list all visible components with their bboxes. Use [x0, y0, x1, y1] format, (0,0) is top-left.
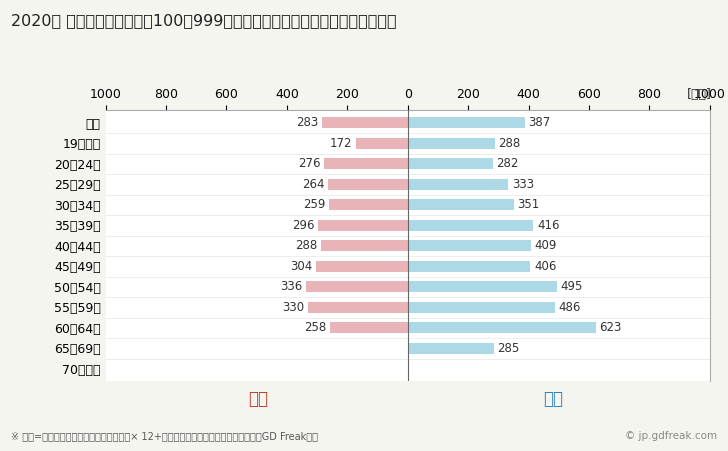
Text: © jp.gdfreak.com: © jp.gdfreak.com: [625, 431, 717, 441]
Bar: [323, 117, 408, 129]
Text: 264: 264: [302, 178, 324, 191]
Text: 409: 409: [535, 239, 557, 252]
Text: 304: 304: [290, 260, 312, 273]
Text: [万円]: [万円]: [687, 88, 712, 101]
Text: 258: 258: [304, 321, 326, 334]
Text: 2020年 民間企業（従業者数100～999人）フルタイム労働者の男女別平均年収: 2020年 民間企業（従業者数100～999人）フルタイム労働者の男女別平均年収: [11, 14, 397, 28]
Bar: [408, 240, 531, 252]
Text: 男性: 男性: [543, 390, 563, 408]
Text: 女性: 女性: [248, 390, 269, 408]
Bar: [408, 179, 508, 190]
Bar: [328, 179, 408, 190]
Text: ※ 年収=「きまって支給する現金給与額」× 12+「年間賞与その他特別給与額」としてGD Freak推計: ※ 年収=「きまって支給する現金給与額」× 12+「年間賞与その他特別給与額」と…: [11, 431, 318, 441]
Bar: [320, 240, 408, 252]
Text: 172: 172: [330, 137, 352, 150]
Text: 283: 283: [296, 116, 319, 129]
Text: 259: 259: [304, 198, 326, 212]
Text: 351: 351: [518, 198, 539, 212]
Bar: [306, 281, 408, 292]
Text: 406: 406: [534, 260, 556, 273]
Text: 486: 486: [558, 301, 580, 314]
Bar: [408, 302, 555, 313]
Bar: [408, 343, 494, 354]
Text: 333: 333: [512, 178, 534, 191]
Text: 336: 336: [280, 280, 303, 293]
Text: 387: 387: [529, 116, 550, 129]
Text: 282: 282: [496, 157, 519, 170]
Text: 623: 623: [600, 321, 622, 334]
Bar: [408, 158, 493, 170]
Text: 288: 288: [295, 239, 317, 252]
Bar: [356, 138, 408, 149]
Text: 495: 495: [561, 280, 583, 293]
Text: 296: 296: [292, 219, 314, 232]
Bar: [330, 322, 408, 333]
Bar: [408, 322, 596, 333]
Bar: [408, 199, 514, 211]
Bar: [330, 199, 408, 211]
Bar: [318, 220, 408, 231]
Bar: [316, 261, 408, 272]
Text: 276: 276: [298, 157, 320, 170]
Text: 288: 288: [499, 137, 521, 150]
Bar: [308, 302, 408, 313]
Bar: [408, 117, 525, 129]
Bar: [324, 158, 408, 170]
Text: 416: 416: [537, 219, 560, 232]
Bar: [408, 220, 534, 231]
Bar: [408, 281, 557, 292]
Bar: [408, 261, 530, 272]
Bar: [408, 138, 495, 149]
Text: 285: 285: [497, 342, 520, 355]
Text: 330: 330: [282, 301, 304, 314]
